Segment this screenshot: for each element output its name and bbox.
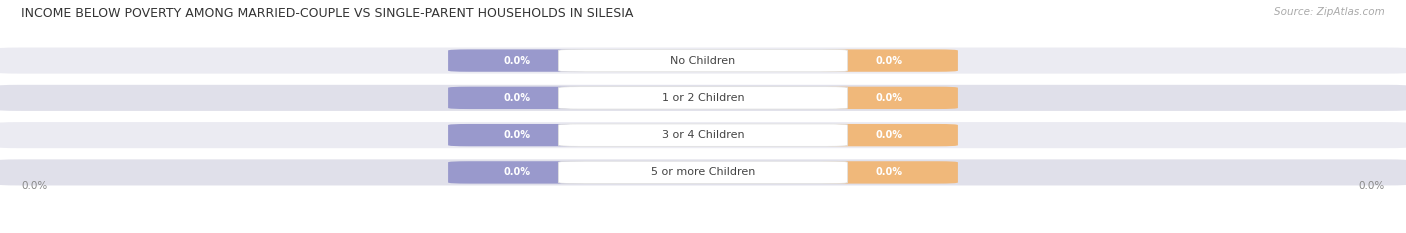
Text: 0.0%: 0.0% xyxy=(876,168,903,177)
FancyBboxPatch shape xyxy=(820,49,957,72)
Text: 0.0%: 0.0% xyxy=(503,168,530,177)
Text: 0.0%: 0.0% xyxy=(1358,181,1385,191)
FancyBboxPatch shape xyxy=(0,48,1406,74)
Text: 0.0%: 0.0% xyxy=(876,130,903,140)
FancyBboxPatch shape xyxy=(0,159,1406,185)
FancyBboxPatch shape xyxy=(820,124,957,146)
FancyBboxPatch shape xyxy=(820,161,957,184)
Text: No Children: No Children xyxy=(671,56,735,65)
Text: Source: ZipAtlas.com: Source: ZipAtlas.com xyxy=(1274,7,1385,17)
FancyBboxPatch shape xyxy=(0,122,1406,148)
FancyBboxPatch shape xyxy=(449,49,586,72)
Text: 0.0%: 0.0% xyxy=(876,56,903,65)
Text: 0.0%: 0.0% xyxy=(503,130,530,140)
Text: 1 or 2 Children: 1 or 2 Children xyxy=(662,93,744,103)
Text: 0.0%: 0.0% xyxy=(21,181,48,191)
Text: 0.0%: 0.0% xyxy=(503,93,530,103)
FancyBboxPatch shape xyxy=(449,161,586,184)
FancyBboxPatch shape xyxy=(449,124,586,146)
FancyBboxPatch shape xyxy=(558,87,848,109)
Text: 3 or 4 Children: 3 or 4 Children xyxy=(662,130,744,140)
FancyBboxPatch shape xyxy=(558,124,848,146)
FancyBboxPatch shape xyxy=(820,87,957,109)
Text: 0.0%: 0.0% xyxy=(876,93,903,103)
FancyBboxPatch shape xyxy=(558,161,848,184)
FancyBboxPatch shape xyxy=(558,49,848,72)
FancyBboxPatch shape xyxy=(449,87,586,109)
FancyBboxPatch shape xyxy=(0,85,1406,111)
Text: 5 or more Children: 5 or more Children xyxy=(651,168,755,177)
Text: 0.0%: 0.0% xyxy=(503,56,530,65)
Text: INCOME BELOW POVERTY AMONG MARRIED-COUPLE VS SINGLE-PARENT HOUSEHOLDS IN SILESIA: INCOME BELOW POVERTY AMONG MARRIED-COUPL… xyxy=(21,7,634,20)
